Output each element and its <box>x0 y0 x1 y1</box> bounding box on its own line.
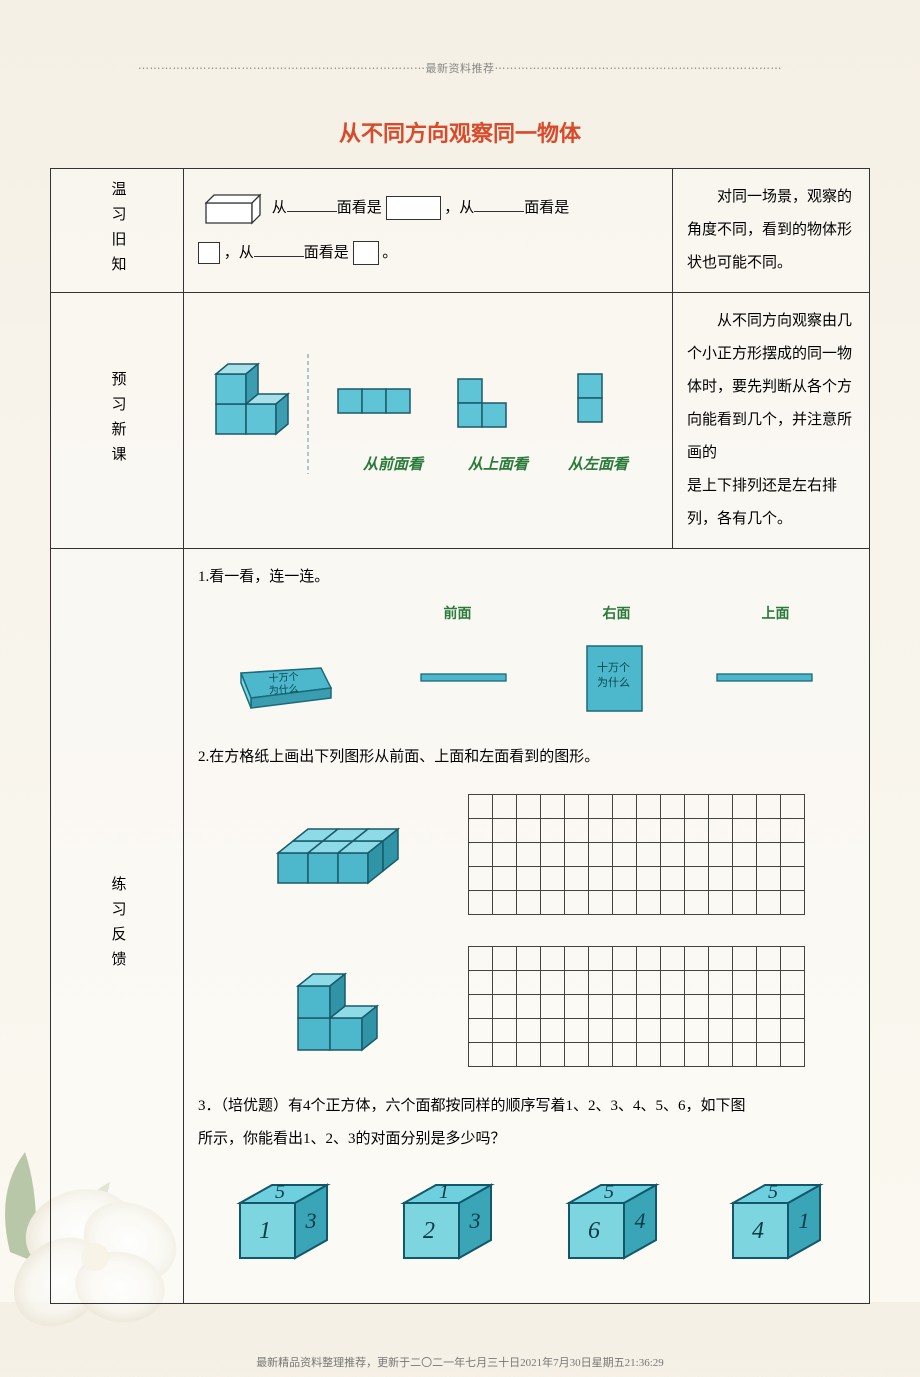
svg-text:3: 3 <box>305 1208 317 1233</box>
svg-text:6: 6 <box>588 1218 600 1244</box>
q2-shape2-icon <box>258 953 428 1063</box>
row1-label: 温习旧知 <box>51 169 184 293</box>
row2-note: 从不同方向观察由几个小正方形摆成的同一物体时，要先判断从各个方向能看到几个，并注… <box>673 293 870 549</box>
svg-text:1: 1 <box>798 1208 809 1233</box>
svg-text:为什么: 为什么 <box>597 676 630 689</box>
book-front-icon: 十万个 为什么 <box>582 641 647 716</box>
q3-prompt-b: 所示，你能看出1、2、3的对面分别是多少吗？ <box>198 1123 855 1156</box>
book-3d-icon: 十万个 为什么 <box>231 643 351 713</box>
svg-text:5: 5 <box>604 1181 614 1203</box>
svg-text:1: 1 <box>439 1181 449 1203</box>
svg-text:4: 4 <box>752 1218 764 1244</box>
svg-text:从左面看: 从左面看 <box>568 456 630 473</box>
q2-prompt: 2.在方格纸上画出下列图形从前面、上面和左面看到的图形。 <box>198 741 855 774</box>
header-top-line: ⋯⋯⋯⋯⋯⋯⋯⋯⋯⋯⋯⋯⋯⋯⋯⋯⋯⋯⋯⋯⋯⋯⋯⋯⋯最新资料推荐⋯⋯⋯⋯⋯⋯⋯⋯⋯… <box>50 60 870 76</box>
q3-cube-3: 5 4 1 <box>708 1168 838 1291</box>
svg-text:为什么: 为什么 <box>268 683 299 697</box>
svg-text:4: 4 <box>634 1208 645 1233</box>
q3-cube-0: 5 1 3 <box>215 1168 345 1291</box>
q1-label-right: 右面 <box>603 600 631 631</box>
q2-shape1-icon <box>258 813 428 898</box>
row2-label: 预习新课 <box>51 293 184 549</box>
row1-content: 从面看是 ，从面看是 ，从面看是 。 <box>184 169 673 293</box>
thin-bar-icon <box>416 669 516 687</box>
svg-text:从前面看: 从前面看 <box>363 455 425 473</box>
svg-text:1: 1 <box>259 1218 271 1244</box>
page-title: 从不同方向观察同一物体 <box>50 116 870 148</box>
svg-text:从上面看: 从上面看 <box>468 456 530 473</box>
q1-label-front: 前面 <box>444 600 472 631</box>
row1-note: 对同一场景，观察的角度不同，看到的物体形状也可能不同。 <box>673 169 870 293</box>
q3-cube-1: 1 2 3 <box>379 1168 509 1291</box>
q2-grid1 <box>468 794 808 918</box>
svg-text:5: 5 <box>275 1181 285 1203</box>
row3-content: 1.看一看，连一连。 前面 右面 上面 十万个 为什么 <box>184 549 870 1304</box>
row3-label: 练习反馈 <box>51 549 184 1304</box>
row2-content: 从前面看 从上面看 从左面看 <box>184 293 673 549</box>
worksheet-table: 温习旧知 从面看是 ，从面看是 ，从面看是 。 对同 <box>50 168 870 1304</box>
q3-cube-2: 5 6 4 <box>544 1168 674 1291</box>
row2-figure: 从前面看 从上面看 从左面看 <box>198 344 658 484</box>
q1-label-top: 上面 <box>762 600 790 631</box>
cuboid-icon <box>198 191 268 225</box>
q2-grid2 <box>468 946 808 1070</box>
q1-prompt: 1.看一看，连一连。 <box>198 561 855 594</box>
thin-bar-2-icon <box>712 669 822 687</box>
svg-text:2: 2 <box>423 1218 435 1244</box>
svg-text:3: 3 <box>469 1208 481 1233</box>
footer-line: 最新精品资料整理推荐，更新于二〇二一年七月三十日2021年7月30日星期五21:… <box>50 1354 870 1370</box>
q3-prompt-a: 3．（培优题）有4个正方体，六个面都按同样的顺序写着1、2、3、4、5、6，如下… <box>198 1090 855 1123</box>
svg-text:十万个: 十万个 <box>597 660 630 674</box>
svg-text:5: 5 <box>768 1181 778 1203</box>
